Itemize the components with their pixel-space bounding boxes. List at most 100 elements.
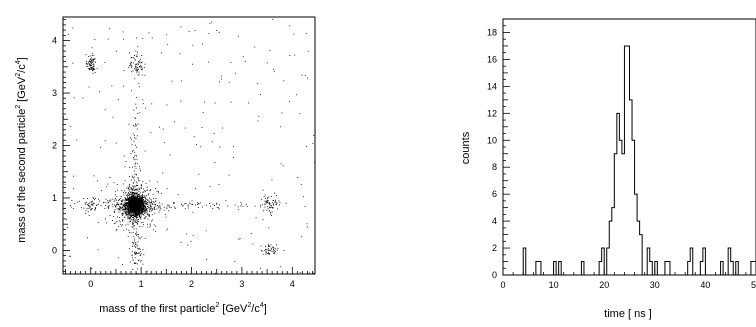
scatter-point: [134, 205, 136, 207]
scatter-point: [129, 221, 131, 223]
scatter-point: [273, 251, 275, 253]
scatter-point: [132, 221, 134, 223]
scatter-point: [134, 199, 136, 200]
scatter-point: [278, 200, 280, 202]
scatter-point: [128, 204, 129, 205]
scatter-point: [91, 67, 92, 69]
scatter-point: [218, 208, 220, 210]
scatter-point: [115, 142, 117, 144]
scatter-point: [74, 203, 76, 205]
scatter-point: [131, 203, 133, 204]
scatter-point: [133, 200, 135, 202]
scatter-point: [135, 118, 137, 119]
scatter-point: [133, 215, 134, 217]
scatter-point: [130, 203, 132, 205]
scatter-point: [89, 55, 91, 57]
scatter-point: [128, 248, 130, 250]
scatter-point: [131, 226, 133, 228]
scatter-point: [136, 210, 138, 212]
scatter-point: [134, 144, 136, 146]
scatter-point: [123, 208, 125, 210]
scatter-point: [135, 199, 137, 201]
scatter-point: [143, 211, 145, 213]
scatter-point: [142, 191, 144, 193]
scatter-point: [134, 213, 136, 215]
scatter-point: [136, 195, 138, 197]
scatter-point: [135, 216, 137, 217]
scatter-point: [138, 191, 140, 192]
scatter-point: [137, 200, 139, 202]
scatter-point: [193, 136, 195, 138]
scatter-point: [129, 52, 130, 54]
scatter-point: [192, 235, 194, 236]
scatter-point: [87, 63, 89, 65]
scatter-point: [125, 192, 127, 194]
scatter-point: [269, 203, 271, 204]
scatter-point: [129, 201, 131, 203]
scatter-point: [133, 170, 135, 172]
scatter-point: [138, 214, 140, 216]
scatter-point: [139, 202, 141, 203]
scatter-point: [269, 253, 270, 254]
scatter-point: [145, 212, 147, 214]
scatter-point: [99, 91, 100, 93]
scatter-point: [173, 203, 175, 205]
scatter-point: [132, 176, 134, 178]
scatter-point: [129, 186, 131, 188]
scatter-point: [265, 201, 267, 203]
scatter-point: [132, 189, 134, 191]
scatter-point: [250, 233, 252, 234]
scatter-point: [140, 195, 142, 197]
scatter-point: [124, 180, 126, 182]
scatter-point: [135, 192, 137, 194]
scatter-point: [134, 210, 135, 212]
scatter-point: [131, 209, 133, 210]
scatter-point: [67, 33, 69, 35]
scatter-point: [128, 218, 130, 219]
scatter-point: [147, 218, 149, 220]
scatter-point: [132, 207, 134, 209]
scatter-point: [137, 223, 139, 225]
scatter-point: [138, 252, 140, 254]
scatter-point: [120, 200, 122, 202]
scatter-point: [237, 35, 239, 37]
scatter-point: [122, 264, 123, 265]
scatter-point: [141, 199, 143, 201]
scatter-point: [158, 192, 159, 194]
scatter-point: [214, 102, 216, 104]
scatter-point: [269, 210, 270, 212]
scatter-point: [89, 67, 90, 69]
scatter-point: [143, 197, 144, 198]
scatter-point: [128, 229, 130, 231]
scatter-point: [137, 63, 139, 65]
scatter-point: [92, 68, 94, 70]
scatter-point: [83, 198, 85, 199]
scatter-point: [109, 28, 111, 30]
scatter-point: [138, 83, 140, 85]
scatter-point: [134, 211, 136, 213]
scatter-point: [63, 116, 64, 118]
scatter-point: [127, 206, 129, 207]
scatter-point: [97, 180, 98, 182]
scatter-point: [139, 206, 141, 208]
scatter-point: [149, 197, 150, 199]
scatter-point: [144, 205, 146, 207]
scatter-point: [149, 205, 151, 206]
scatter-point: [144, 212, 145, 214]
scatter-point: [201, 127, 203, 128]
scatter-point: [131, 189, 133, 191]
scatter-point: [214, 205, 215, 206]
scatter-point: [125, 192, 126, 194]
scatter-point: [136, 200, 138, 201]
scatter-point: [234, 204, 236, 206]
scatter-point: [105, 186, 107, 188]
scatter-point: [264, 204, 266, 206]
scatter-point: [240, 205, 242, 207]
scatter-point: [135, 200, 136, 202]
scatter-point: [135, 173, 137, 175]
scatter-point: [261, 249, 262, 251]
scatter-point: [167, 205, 169, 207]
scatter-point: [131, 144, 133, 146]
